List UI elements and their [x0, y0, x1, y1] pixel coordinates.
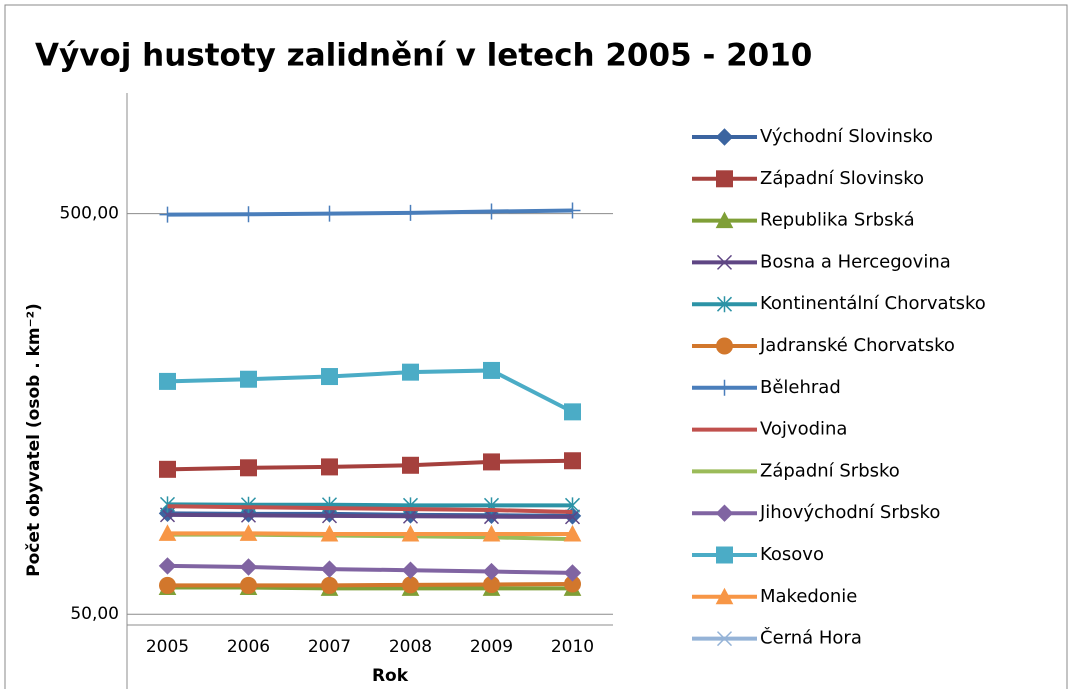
- data-point: [240, 496, 257, 513]
- series-line: [167, 368, 574, 414]
- chart-border: [4, 4, 1068, 689]
- legend-marker: [715, 211, 734, 229]
- data-point: [401, 561, 420, 579]
- data-point: [564, 403, 581, 421]
- legend-marker: [716, 546, 733, 564]
- data-point: [320, 524, 339, 542]
- legend-marker: [715, 128, 734, 146]
- x-tick-label: 2006: [227, 637, 270, 657]
- x-tick-label: 2008: [389, 637, 432, 657]
- legend-label: Východní Slovinsko: [760, 126, 933, 147]
- legend-marker: [716, 379, 733, 396]
- y-tick-label: 500,00: [60, 204, 119, 224]
- data-point: [321, 508, 338, 524]
- data-point: [321, 576, 338, 594]
- legend-label: Republika Srbská: [760, 210, 915, 231]
- legend-marker: [716, 296, 733, 313]
- legend-label: Černá Hora: [760, 627, 862, 649]
- data-point: [402, 363, 419, 381]
- legend-label: Kontinentální Chorvatsko: [760, 293, 986, 314]
- series-line: [167, 458, 573, 472]
- legend-label: Bělehrad: [760, 377, 841, 398]
- legend-label: Bosna a Hercegovina: [760, 251, 951, 272]
- data-point: [240, 459, 257, 477]
- x-tick-label: 2007: [308, 637, 351, 657]
- chart-title: Vývoj hustoty zalidnění v letech 2005 - …: [35, 38, 812, 74]
- data-point: [159, 496, 176, 513]
- legend-label: Jadranské Chorvatsko: [759, 335, 955, 356]
- series-line: [167, 531, 573, 536]
- data-point: [321, 368, 338, 386]
- data-point: [563, 564, 582, 582]
- series-line: [167, 504, 573, 514]
- data-point: [482, 524, 501, 542]
- legend-marker: [715, 504, 734, 522]
- series-line: [167, 581, 573, 588]
- data-point: [321, 458, 338, 476]
- data-point: [320, 560, 339, 578]
- x-tick-label: 2009: [470, 637, 513, 657]
- data-point: [159, 507, 176, 523]
- legend-label: Kosovo: [760, 544, 824, 565]
- data-point: [402, 576, 419, 594]
- legend-label: Vojvodina: [760, 419, 847, 440]
- y-axis-label: Počet obyvatel (osob . km⁻²): [24, 303, 44, 577]
- data-point: [239, 558, 258, 576]
- series-line: [167, 585, 573, 591]
- data-point: [240, 370, 257, 388]
- legend-label: Západní Slovinsko: [760, 168, 924, 189]
- data-point: [158, 557, 177, 575]
- legend-marker: [716, 337, 733, 355]
- data-point: [402, 508, 419, 524]
- data-point: [240, 507, 257, 523]
- data-point: [159, 460, 176, 478]
- data-point: [158, 524, 177, 541]
- data-point: [482, 562, 501, 581]
- legend-marker: [716, 254, 733, 270]
- x-tick-label: 2005: [146, 637, 189, 657]
- data-point: [483, 203, 500, 220]
- data-point: [240, 206, 257, 223]
- data-point: [239, 524, 258, 541]
- series-line: [167, 563, 573, 575]
- data-point: [402, 204, 419, 221]
- x-tick-label: 2010: [551, 637, 594, 657]
- data-point: [321, 205, 338, 222]
- legend-label: Jihovýchodní Srbsko: [759, 502, 940, 523]
- legend-marker: [716, 631, 733, 647]
- data-point: [483, 361, 500, 379]
- data-point: [402, 456, 419, 474]
- data-point: [159, 576, 176, 594]
- x-axis-label: Rok: [372, 666, 409, 686]
- y-tick-label: 50,00: [70, 604, 119, 624]
- series-line: [167, 512, 573, 519]
- data-point: [240, 576, 257, 594]
- data-point: [564, 202, 581, 219]
- legend-marker: [715, 587, 734, 605]
- data-point: [159, 206, 176, 223]
- legend-label: Západní Srbsko: [760, 460, 900, 481]
- data-point: [563, 524, 582, 542]
- series-line: [167, 208, 573, 217]
- legend-marker: [716, 170, 733, 188]
- data-point: [483, 453, 500, 471]
- data-point: [159, 372, 176, 390]
- series-line: [167, 502, 573, 508]
- legend-label: Makedonie: [760, 586, 857, 607]
- data-point: [564, 452, 581, 470]
- data-point: [401, 524, 420, 542]
